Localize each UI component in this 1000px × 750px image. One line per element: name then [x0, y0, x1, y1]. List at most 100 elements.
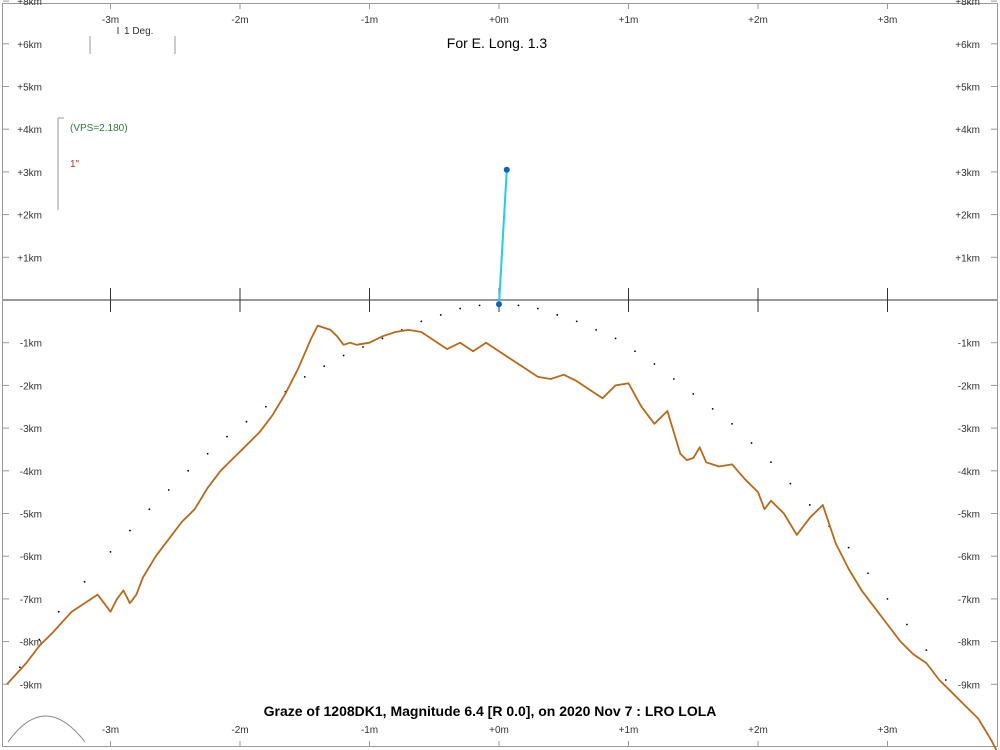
- limb-dot: [129, 529, 131, 532]
- limb-dot: [750, 442, 753, 444]
- chart-title: For E. Long. 1.3: [447, 35, 548, 51]
- limb-dot: [808, 504, 811, 506]
- limb-dot: [38, 638, 41, 641]
- y-tick-label-right: -2km: [958, 381, 980, 392]
- limb-dot: [886, 598, 889, 600]
- y-tick-label-right: -8km: [958, 638, 980, 649]
- y-tick-label-right: +1km: [955, 253, 980, 264]
- x-tick-label-bottom: -3m: [102, 725, 119, 736]
- limb-dot: [342, 354, 345, 357]
- y-tick-label-left: +3km: [17, 168, 42, 179]
- y-tick-label-left: -6km: [20, 552, 42, 563]
- y-tick-label-left: -9km: [20, 680, 42, 691]
- y-tick-label-left: +1km: [17, 253, 42, 264]
- degree-scale: 1 Deg.: [89, 26, 176, 54]
- y-tick-label-left: +5km: [17, 83, 42, 94]
- x-tick-label-bottom: +0m: [489, 725, 509, 736]
- limb-dot: [303, 375, 306, 378]
- limb-dot: [536, 307, 539, 310]
- limb-dot: [614, 337, 617, 340]
- limb-dot: [944, 679, 947, 681]
- degree-scale-label: 1 Deg.: [124, 26, 153, 37]
- y-tick-label-right: -7km: [958, 595, 980, 606]
- y-tick-label-left: -1km: [20, 339, 42, 350]
- vertical-scale: (VPS=2.180) 1": [57, 117, 128, 210]
- x-tick-label-top: +2m: [748, 15, 768, 26]
- limb-dot: [867, 572, 869, 575]
- limb-dot: [672, 378, 675, 380]
- limb-dot: [439, 314, 442, 316]
- y-tick-label-left: -7km: [20, 595, 42, 606]
- limb-dot: [478, 304, 481, 307]
- y-tick-label-right: +4km: [955, 125, 980, 136]
- limb-dot: [206, 452, 209, 455]
- x-tick-label-top: +0m: [489, 15, 509, 26]
- y-tick-label-left: +2km: [17, 211, 42, 222]
- y-tick-label-right: -6km: [958, 552, 980, 563]
- y-tick-label-left: -5km: [20, 510, 42, 521]
- limb-dot: [595, 328, 598, 331]
- x-tick-label-top: +3m: [878, 15, 898, 26]
- limb-dot: [57, 610, 60, 613]
- x-tick-label-bottom: +1m: [619, 725, 639, 736]
- limb-dot: [362, 346, 364, 348]
- y-tick-label-left: -8km: [20, 638, 42, 649]
- chart-frame: [2, 3, 998, 747]
- y-tick-label-right: +2km: [955, 211, 980, 222]
- x-tick-label-top: -3m: [102, 15, 119, 26]
- star-path-point: [503, 166, 510, 173]
- x-tick-label-top: +1m: [619, 15, 639, 26]
- limb-dot: [459, 307, 462, 310]
- limb-dot: [265, 405, 267, 408]
- limb-dot: [167, 489, 170, 491]
- limb-dot: [226, 435, 228, 438]
- y-tick-label-right: +6km: [955, 40, 980, 51]
- chart-footer: Graze of 1208DK1, Magnitude 6.4 [R 0.0],…: [264, 703, 717, 719]
- y-tick-label-left: +4km: [17, 125, 42, 136]
- y-tick-label-right: -3km: [958, 424, 980, 435]
- limb-dot: [711, 407, 714, 410]
- x-tick-label-bottom: +3m: [878, 725, 898, 736]
- limb-dot: [187, 469, 190, 472]
- y-tick-label-right: -9km: [958, 680, 980, 691]
- limb-dot: [653, 363, 656, 365]
- limb-dot: [634, 350, 636, 353]
- limb-dot: [925, 649, 928, 652]
- y-tick-label-right: -1km: [958, 339, 980, 350]
- mean-limb-dots: [18, 301, 947, 681]
- y-tick-label-left: -3km: [20, 424, 42, 435]
- x-tick-label-bottom: -2m: [231, 725, 248, 736]
- limb-dot: [245, 420, 248, 423]
- limb-dot: [575, 320, 578, 323]
- y-tick-label-left: +6km: [17, 40, 42, 51]
- limb-dot: [420, 320, 423, 323]
- x-tick-label-bottom: -1m: [361, 725, 378, 736]
- limb-dot: [109, 551, 112, 553]
- star-path-line: [498, 169, 508, 305]
- y-tick-label-right: -4km: [958, 467, 980, 478]
- corner-arc: [7, 715, 86, 743]
- y-axis: +8km +8km +6km +6km +5km +5km +4km +4km +3km +3km…: [3, 0, 997, 691]
- limb-dot: [323, 365, 326, 368]
- limb-dot: [18, 666, 21, 669]
- limb-dot: [789, 482, 792, 485]
- limb-dot: [148, 508, 151, 511]
- y-tick-label-right: +5km: [955, 83, 980, 94]
- y-tick-label-right: +8km: [955, 0, 980, 8]
- limb-dot: [906, 623, 908, 626]
- vertical-scale-label: 1": [70, 159, 80, 170]
- y-tick-label-left: -2km: [20, 381, 42, 392]
- vps-label: (VPS=2.180): [70, 123, 128, 134]
- limb-dot: [770, 461, 772, 464]
- limb-dot: [847, 546, 850, 549]
- limb-dot: [381, 337, 384, 340]
- limb-dot: [731, 422, 733, 425]
- x-tick-label-top: -2m: [231, 15, 248, 26]
- y-tick-label-left: -4km: [20, 467, 42, 478]
- limb-dot: [692, 393, 695, 395]
- lola-profile: [6, 324, 998, 750]
- profile-line: [6, 324, 998, 750]
- limb-dot: [556, 314, 559, 316]
